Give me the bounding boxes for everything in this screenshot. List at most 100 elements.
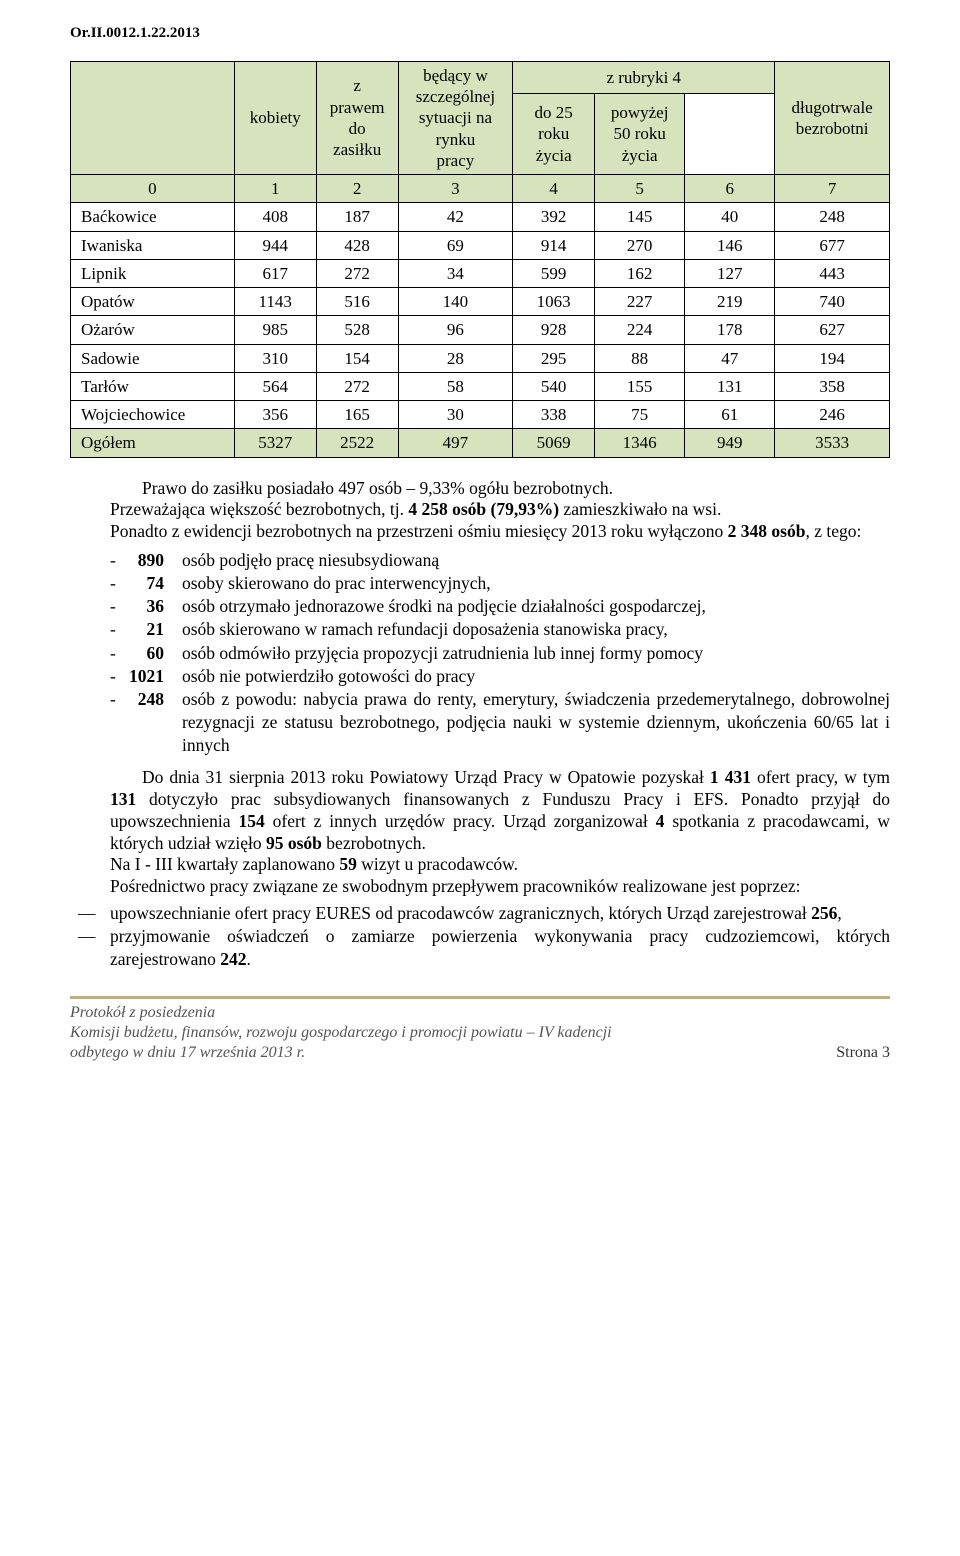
table-cell: 295 (513, 344, 595, 372)
em-dash-icon: — (70, 902, 110, 925)
em-list-item: —przyjmowanie oświadczeń o zamiarze powi… (70, 925, 890, 971)
table-cell: 740 (775, 288, 890, 316)
table-cell: 154 (316, 344, 398, 372)
breakdown-item: -248osób z powodu: nabycia prawa do rent… (110, 688, 890, 757)
table-cell: 145 (595, 203, 685, 231)
dash-icon: - (110, 642, 128, 665)
table-cell: 131 (685, 372, 775, 400)
table-row: Ożarów98552896928224178627 (71, 316, 890, 344)
breakdown-count: 21 (128, 618, 182, 641)
table-total-cell: 1346 (595, 429, 685, 457)
page-footer: Protokół z posiedzenia Komisji budżetu, … (70, 1003, 890, 1063)
table-cell: 985 (234, 316, 316, 344)
secondary-paragraphs: Do dnia 31 sierpnia 2013 roku Powiatowy … (70, 767, 890, 898)
table-header-dlugo: długotrwale bezrobotni (775, 61, 890, 174)
table-cell: 356 (234, 401, 316, 429)
table-cell: 443 (775, 259, 890, 287)
em-list-text: upowszechnianie ofert pracy EURES od pra… (110, 902, 890, 925)
breakdown-item: -1021osób nie potwierdziło gotowości do … (110, 665, 890, 688)
table-cell: 178 (685, 316, 775, 344)
table-header-zrubryki: z rubryki 4 (513, 61, 775, 93)
intro-line2b: 4 258 osób (79,93%) (408, 499, 559, 519)
table-cell: 248 (775, 203, 890, 231)
table-header-blank (71, 61, 235, 174)
table-cell: 540 (513, 372, 595, 400)
table-col-index: 0 (71, 175, 235, 203)
table-cell: 428 (316, 231, 398, 259)
table-col-index: 2 (316, 175, 398, 203)
table-header-do25: do 25 roku życia (513, 94, 595, 175)
table-cell: 272 (316, 259, 398, 287)
dash-icon: - (110, 595, 128, 618)
table-row-label: Ożarów (71, 316, 235, 344)
breakdown-item: -36osób otrzymało jednorazowe środki na … (110, 595, 890, 618)
table-total-row: Ogółem53272522497506913469493533 (71, 429, 890, 457)
table-cell: 1143 (234, 288, 316, 316)
para2-p3: Pośrednictwo pracy związane ze swobodnym… (110, 876, 890, 898)
table-cell: 246 (775, 401, 890, 429)
breakdown-count: 248 (128, 688, 182, 711)
table-row-label: Baćkowice (71, 203, 235, 231)
footer-left-1: Protokół z posiedzenia (70, 1003, 612, 1023)
table-cell: 219 (685, 288, 775, 316)
table-cell: 1063 (513, 288, 595, 316)
dash-icon: - (110, 665, 128, 688)
intro-line3c: , z tego: (805, 521, 861, 541)
breakdown-count: 60 (128, 642, 182, 665)
table-cell: 127 (685, 259, 775, 287)
table-cell: 194 (775, 344, 890, 372)
table-cell: 224 (595, 316, 685, 344)
breakdown-text: osoby skierowano do prac interwencyjnych… (182, 572, 890, 595)
dash-icon: - (110, 688, 128, 711)
table-cell: 914 (513, 231, 595, 259)
dash-icon: - (110, 572, 128, 595)
table-col-index: 4 (513, 175, 595, 203)
table-cell: 47 (685, 344, 775, 372)
breakdown-text: osób podjęło pracę niesubsydiowaną (182, 549, 890, 572)
table-cell: 75 (595, 401, 685, 429)
table-header-pow50: powyżej 50 roku życia (595, 94, 685, 175)
table-cell: 140 (398, 288, 513, 316)
table-cell: 310 (234, 344, 316, 372)
table-cell: 96 (398, 316, 513, 344)
table-cell: 69 (398, 231, 513, 259)
table-total-cell: 2522 (316, 429, 398, 457)
table-cell: 677 (775, 231, 890, 259)
em-dash-list: —upowszechnianie ofert pracy EURES od pr… (70, 902, 890, 970)
table-total-cell: 5069 (513, 429, 595, 457)
table-row: Wojciechowice356165303387561246 (71, 401, 890, 429)
table-total-cell: 949 (685, 429, 775, 457)
breakdown-text: osób odmówiło przyjęcia propozycji zatru… (182, 642, 890, 665)
intro-line2a: Przeważająca większość bezrobotnych, tj. (110, 499, 408, 519)
intro-line3b: 2 348 osób (728, 521, 806, 541)
table-row-label: Sadowie (71, 344, 235, 372)
table-cell: 146 (685, 231, 775, 259)
dash-icon: - (110, 549, 128, 572)
table-row-label: Wojciechowice (71, 401, 235, 429)
para2-p1: Do dnia 31 sierpnia 2013 roku Powiatowy … (110, 767, 890, 855)
table-cell: 42 (398, 203, 513, 231)
table-cell: 928 (513, 316, 595, 344)
table-cell: 162 (595, 259, 685, 287)
table-total-cell: 497 (398, 429, 513, 457)
table-row: Baćkowice4081874239214540248 (71, 203, 890, 231)
table-header-bedacy: będący w szczególnej sytuacji na rynku p… (398, 61, 513, 174)
intro-line3a: Ponadto z ewidencji bezrobotnych na prze… (110, 521, 728, 541)
table-row-label: Opatów (71, 288, 235, 316)
table-col-index: 7 (775, 175, 890, 203)
table-cell: 944 (234, 231, 316, 259)
table-row: Sadowie310154282958847194 (71, 344, 890, 372)
breakdown-count: 890 (128, 549, 182, 572)
table-row-label: Tarłów (71, 372, 235, 400)
table-cell: 564 (234, 372, 316, 400)
table-cell: 88 (595, 344, 685, 372)
breakdown-text: osób skierowano w ramach refundacji dopo… (182, 618, 890, 641)
em-list-text: przyjmowanie oświadczeń o zamiarze powie… (110, 925, 890, 971)
table-total-label: Ogółem (71, 429, 235, 457)
breakdown-item: -21osób skierowano w ramach refundacji d… (110, 618, 890, 641)
table-total-cell: 5327 (234, 429, 316, 457)
footer-left: Protokół z posiedzenia Komisji budżetu, … (70, 1003, 612, 1063)
dash-icon: - (110, 618, 128, 641)
table-cell: 272 (316, 372, 398, 400)
breakdown-count: 1021 (128, 665, 182, 688)
